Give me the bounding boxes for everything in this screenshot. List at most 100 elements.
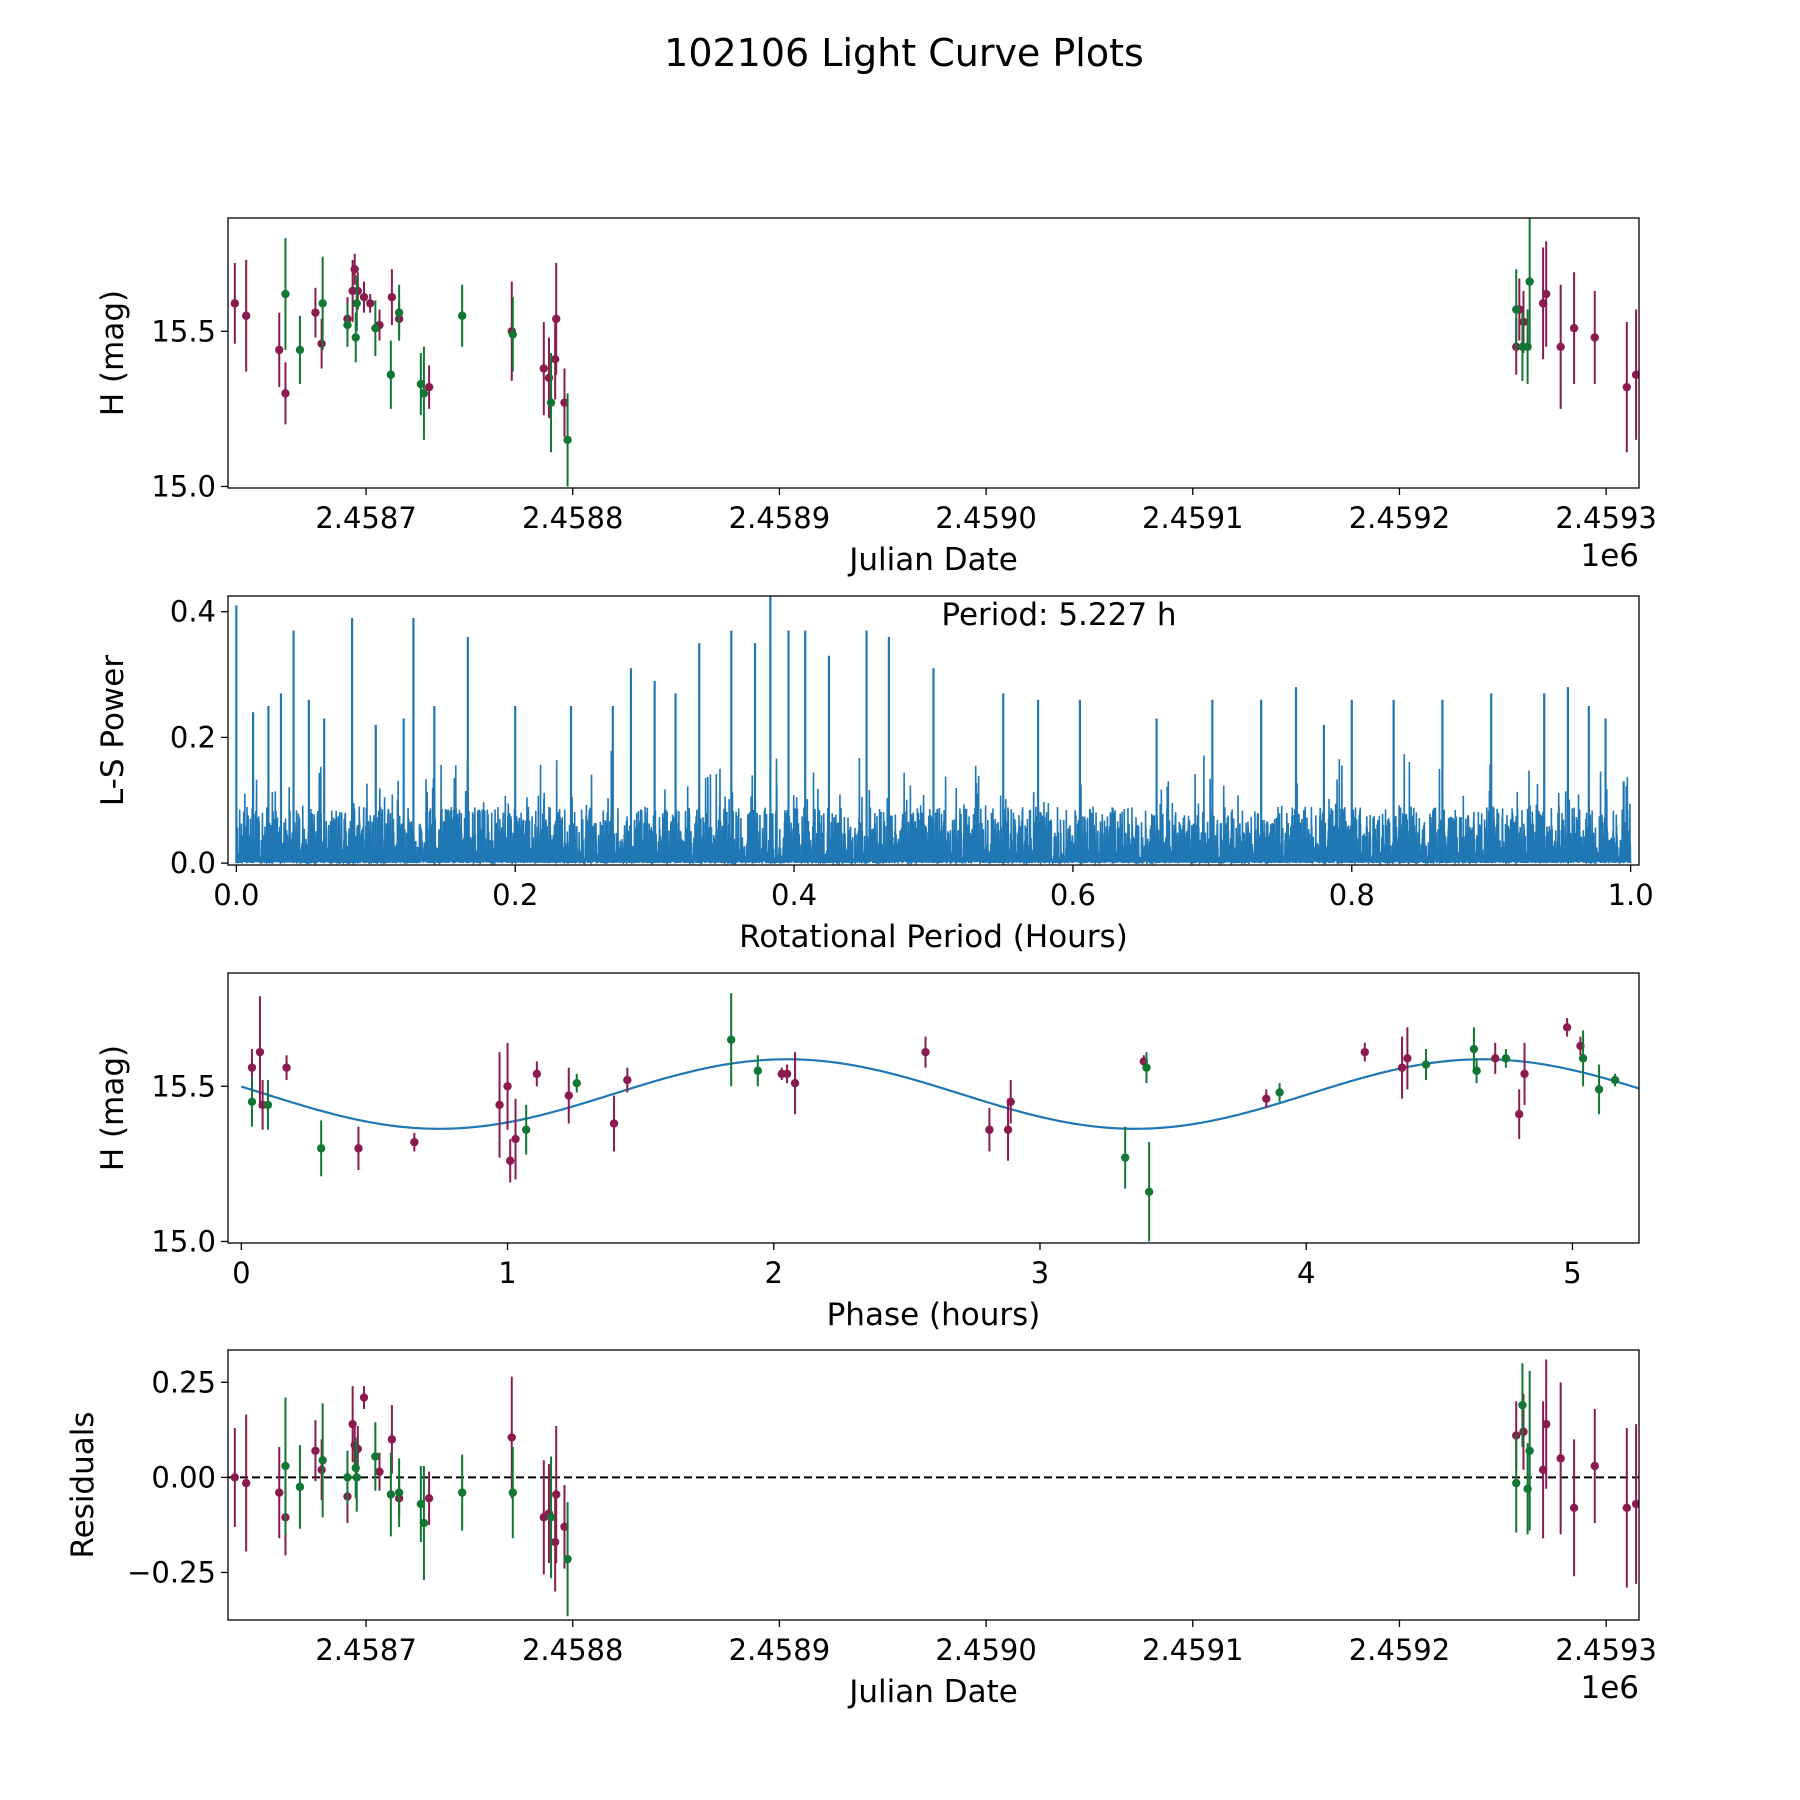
green-data-point-5: [352, 299, 361, 308]
maroon-data-point-19: [1003, 1125, 1013, 1134]
y-tick-label: −0.25: [127, 1555, 216, 1589]
maroon-data-point-2: [275, 345, 284, 355]
green-data-point-18: [1525, 277, 1534, 286]
x-tick-label: 2.4593: [1555, 1633, 1656, 1667]
maroon-data-point-13: [623, 1075, 632, 1085]
green-data-point-11: [1421, 1060, 1431, 1069]
raw-light-curve-panel: 2.4587 2.4588 2.4589 2.4590 2.4591 2.4592 2.45…: [95, 217, 1657, 578]
maroon-data-point-20: [560, 1522, 569, 1532]
maroon-data-point-25: [1556, 1454, 1565, 1463]
x-tick-label: 2.4589: [729, 501, 830, 535]
maroon-data-point-14: [424, 1494, 434, 1503]
maroon-data-point-11: [375, 1467, 384, 1476]
maroon-data-point-5: [317, 1465, 326, 1474]
green-data-point-14: [563, 1554, 572, 1564]
maroon-data-point-29: [1562, 1023, 1572, 1032]
y-tick-label: 0.25: [151, 1365, 216, 1399]
green-data-point-3: [343, 320, 352, 330]
maroon-data-point-17: [539, 364, 549, 373]
phased-light-curve-panel: 0 1 2 3 4 5 15.0 15.5 Phase (hours) H (mag): [95, 972, 1640, 1333]
plot-area: [235, 596, 1632, 865]
maroon-data-point-11: [564, 1091, 573, 1100]
figure-title: 102106 Light Curve Plots: [664, 31, 1144, 75]
x-tick-label: 2.4590: [935, 501, 1036, 535]
maroon-data-point-4: [311, 308, 320, 317]
maroon-data-point-27: [1590, 1461, 1599, 1471]
period-annotation: Period: 5.227 h: [941, 597, 1176, 633]
maroon-data-point-10: [359, 1393, 369, 1402]
maroon-data-point-21: [560, 398, 569, 407]
plot-area: [228, 1359, 1639, 1617]
y-tick-label: 0.4: [170, 595, 216, 629]
maroon-data-point-11: [365, 299, 375, 308]
green-data-point-14: [563, 435, 572, 445]
green-data-point-5: [352, 1473, 361, 1482]
green-data-point-13: [1472, 1066, 1481, 1075]
maroon-data-point-24: [1542, 1419, 1551, 1429]
green-data-point-1: [263, 1100, 273, 1110]
green-data-point-5: [726, 1035, 736, 1044]
maroon-data-point-6: [495, 1100, 504, 1110]
maroon-data-point-20: [552, 314, 561, 324]
green-data-point-2: [318, 299, 327, 308]
green-data-point-12: [1469, 1044, 1479, 1054]
x-tick-label: 2.4588: [522, 501, 623, 535]
green-data-point-0: [281, 289, 290, 299]
y-tick-label: 0.2: [170, 720, 216, 754]
maroon-data-point-30: [1622, 382, 1632, 392]
maroon-data-point-29: [1590, 333, 1599, 342]
x-tick-label: 0.4: [771, 878, 817, 912]
maroon-data-point-19: [552, 1490, 561, 1499]
maroon-data-point-4: [311, 1446, 320, 1455]
x-axis-offset-label: 1e6: [1580, 1670, 1639, 1706]
residuals-panel: 2.4587 2.4588 2.4589 2.4590 2.4591 2.4592 2.45…: [65, 1349, 1657, 1710]
maroon-data-point-15: [782, 1069, 792, 1079]
maroon-data-point-22: [1262, 1094, 1271, 1103]
maroon-data-point-12: [387, 1435, 397, 1444]
maroon-data-point-5: [410, 1137, 419, 1147]
x-tick-label: 2.4589: [729, 1633, 830, 1667]
green-data-point-4: [572, 1078, 581, 1088]
plot-area: [240, 993, 1639, 1242]
maroon-data-point-12: [609, 1119, 619, 1128]
maroon-data-point-28: [1520, 1069, 1529, 1079]
maroon-data-point-19: [550, 355, 560, 364]
x-tick-label: 1: [498, 1256, 516, 1290]
green-data-point-0: [281, 1461, 290, 1471]
maroon-data-point-16: [790, 1078, 800, 1088]
green-data-point-9: [416, 379, 426, 389]
x-tick-label: 0.8: [1329, 878, 1375, 912]
green-data-point-1: [295, 1482, 305, 1492]
green-data-point-10: [419, 1518, 429, 1528]
maroon-data-point-26: [1491, 1054, 1500, 1063]
maroon-data-point-18: [985, 1125, 994, 1134]
x-axis-label: Julian Date: [847, 1674, 1018, 1710]
green-data-point-15: [1512, 1478, 1521, 1488]
maroon-data-point-13: [387, 292, 397, 302]
green-data-point-6: [371, 323, 380, 333]
x-tick-label: 2: [765, 1256, 783, 1290]
maroon-data-point-1: [241, 311, 251, 320]
x-tick-label: 0: [232, 1256, 250, 1290]
green-data-point-17: [1610, 1075, 1620, 1085]
maroon-data-point-15: [507, 1433, 516, 1442]
x-tick-label: 2.4591: [1142, 501, 1243, 535]
plot-area: [230, 218, 1639, 487]
green-data-point-15: [1512, 305, 1521, 314]
maroon-data-point-1: [255, 1047, 265, 1057]
axes-frame: [227, 217, 1640, 489]
x-tick-label: 2.4593: [1555, 501, 1656, 535]
x-tick-label: 2.4587: [315, 1633, 416, 1667]
x-tick-label: 2.4590: [935, 1633, 1036, 1667]
maroon-data-point-29: [1631, 1499, 1639, 1509]
y-tick-label: 0.0: [170, 846, 216, 880]
maroon-data-point-23: [1360, 1047, 1369, 1057]
green-data-point-3: [343, 1473, 352, 1482]
green-data-point-8: [394, 1488, 404, 1497]
green-data-point-7: [386, 1490, 396, 1499]
y-axis-label: H (mag): [95, 1045, 131, 1171]
green-data-point-8: [1142, 1063, 1151, 1072]
y-axis-label: L-S Power: [95, 655, 131, 806]
green-data-point-10: [1275, 1088, 1284, 1097]
maroon-data-point-9: [353, 286, 362, 296]
